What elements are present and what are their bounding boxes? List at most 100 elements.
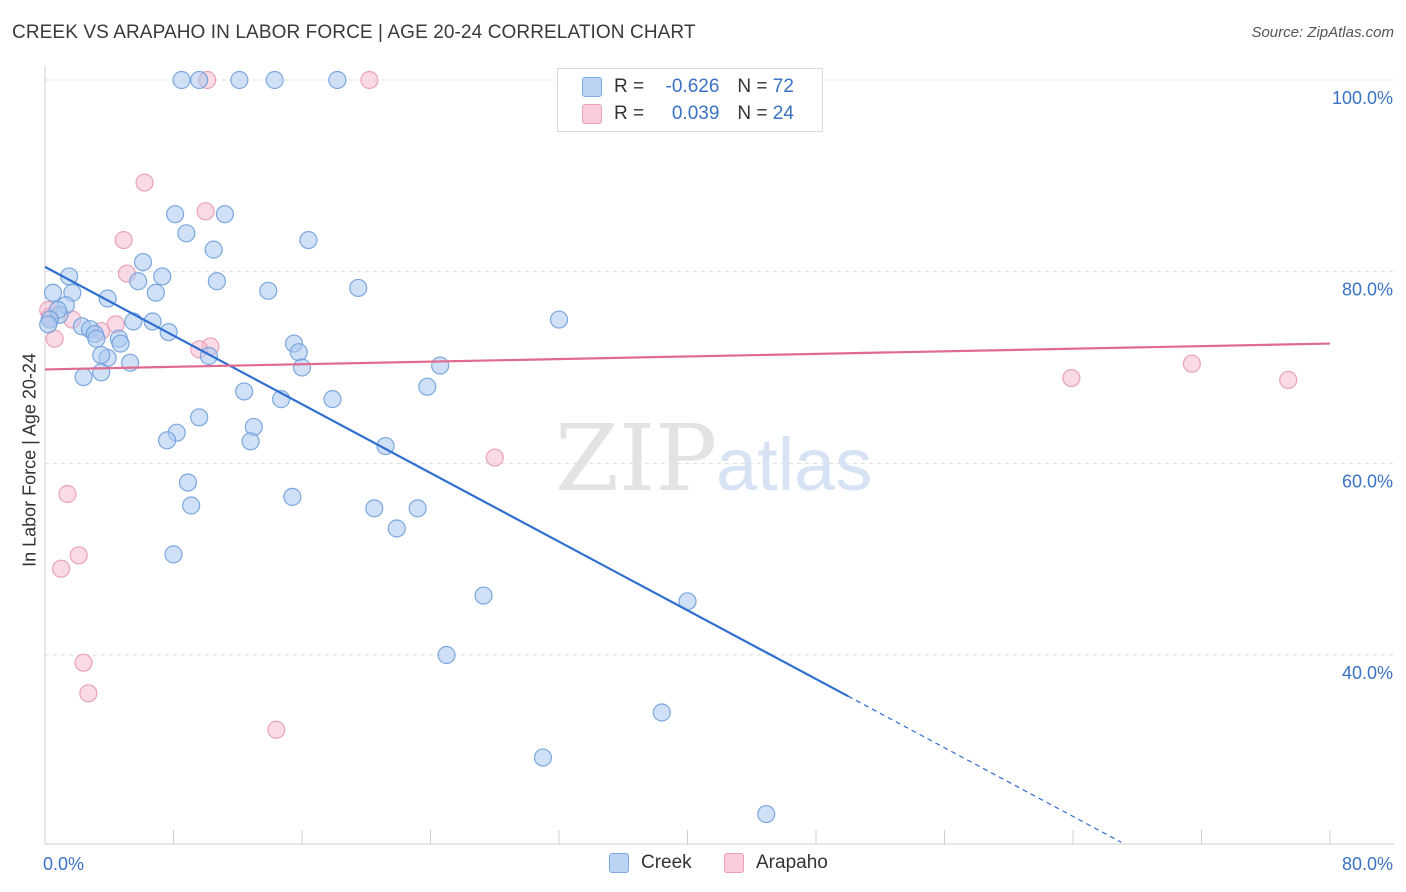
creek-legend-swatch xyxy=(609,853,629,873)
arapaho-point xyxy=(1182,354,1201,373)
creek-point xyxy=(124,312,143,331)
creek-point xyxy=(164,545,183,564)
creek-point xyxy=(43,283,63,302)
creek-n-value: 72 xyxy=(772,76,794,97)
creek-point xyxy=(166,205,185,224)
arapaho-r-label: R = xyxy=(614,103,645,124)
arapaho-point xyxy=(135,173,154,192)
legend-row-creek: R = -0.626 N = 72 xyxy=(582,74,794,100)
creek-point xyxy=(299,230,318,250)
arapaho-point xyxy=(360,70,379,90)
source-label: Source: ZipAtlas.com xyxy=(1251,24,1394,41)
creek-point xyxy=(129,272,148,291)
arapaho-point xyxy=(1062,368,1081,388)
arapaho-point xyxy=(485,448,504,467)
arapaho-n-value: 24 xyxy=(772,103,794,124)
arapaho-point xyxy=(79,684,98,703)
arapaho-point xyxy=(1279,370,1298,390)
creek-point xyxy=(437,645,456,665)
creek-point xyxy=(215,205,234,224)
arapaho-r-value: 0.039 xyxy=(671,103,720,124)
creek-point xyxy=(757,804,776,824)
arapaho-point xyxy=(58,484,77,504)
x-tick-label: 0.0% xyxy=(43,854,84,874)
y-tick-label: 60.0% xyxy=(1342,471,1393,491)
creek-point xyxy=(652,703,671,722)
creek-point xyxy=(190,408,209,427)
creek-point xyxy=(283,487,302,506)
creek-point xyxy=(265,70,284,90)
creek-point xyxy=(292,358,312,377)
chart-title: CREEK VS ARAPAHO IN LABOR FORCE | AGE 20… xyxy=(12,22,696,43)
creek-point xyxy=(408,499,427,518)
arapaho-point xyxy=(51,559,71,578)
creek-point xyxy=(87,329,106,348)
watermark: ZIP atlas xyxy=(555,405,872,512)
creek-point xyxy=(92,363,111,382)
creek-point xyxy=(207,272,226,291)
creek-point xyxy=(474,586,493,605)
creek-point xyxy=(289,343,308,362)
creek-trend-line xyxy=(44,265,849,698)
creek-point xyxy=(323,390,342,409)
legend-row-arapaho: R = 0.039 N = 24 xyxy=(582,101,794,127)
arapaho-swatch xyxy=(582,104,602,124)
creek-r-label: R = xyxy=(614,76,645,97)
creek-point xyxy=(178,473,198,492)
arapaho-legend-label: Arapaho xyxy=(756,852,828,873)
series-legend: Creek Arapaho xyxy=(0,852,1406,878)
y-tick-label: 100.0% xyxy=(1332,88,1393,108)
creek-point xyxy=(153,267,172,286)
y-tick-label: 40.0% xyxy=(1342,663,1393,683)
creek-point xyxy=(157,431,177,450)
watermark-atlas: atlas xyxy=(716,423,872,506)
arapaho-point xyxy=(69,546,88,565)
arapaho-legend-swatch xyxy=(724,853,744,873)
creek-point xyxy=(172,70,191,90)
creek-legend-label: Creek xyxy=(641,852,692,873)
creek-n-label: N = xyxy=(737,76,768,97)
creek-point xyxy=(431,356,450,375)
creek-point xyxy=(328,70,347,90)
axes xyxy=(44,66,1394,845)
creek-point xyxy=(204,240,223,259)
arapaho-point xyxy=(267,720,286,739)
creek-point xyxy=(190,70,209,90)
arapaho-trend-line xyxy=(44,342,1331,371)
creek-trend-extension xyxy=(847,695,1122,843)
trend-lines xyxy=(44,265,1331,843)
arapaho-point xyxy=(196,202,215,221)
tick-labels: 40.0% 60.0% 80.0% 100.0% 0.0% 80.0% xyxy=(43,88,1393,874)
creek-point xyxy=(235,382,254,401)
creek-point xyxy=(92,345,111,365)
creek-point xyxy=(74,367,93,387)
creek-point xyxy=(146,283,165,302)
creek-point xyxy=(39,315,58,334)
y-axis-label: In Labor Force | Age 20-24 xyxy=(19,353,40,567)
creek-point xyxy=(241,432,260,451)
creek-point xyxy=(182,496,201,515)
creek-point xyxy=(111,334,130,353)
creek-point xyxy=(349,278,368,298)
creek-r-value: -0.626 xyxy=(665,76,720,97)
stats-legend: R = -0.626 N = 72 R = 0.039 N = 24 xyxy=(557,68,823,132)
legend-item-creek[interactable]: Creek xyxy=(609,852,692,874)
creek-point xyxy=(230,70,249,90)
watermark-zip: ZIP xyxy=(555,405,717,512)
legend-item-arapaho[interactable]: Arapaho xyxy=(724,852,828,874)
creek-point xyxy=(549,310,569,329)
arapaho-point xyxy=(74,653,93,672)
x-tick-label: 80.0% xyxy=(1342,854,1393,874)
creek-point xyxy=(133,252,153,272)
creek-swatch xyxy=(582,77,602,97)
creek-point xyxy=(387,519,406,538)
creek-point xyxy=(365,499,384,518)
creek-point xyxy=(418,377,437,396)
creek-point xyxy=(533,748,553,767)
y-tick-label: 80.0% xyxy=(1342,280,1393,300)
creek-point xyxy=(259,281,278,300)
arapaho-n-label: N = xyxy=(737,103,768,124)
arapaho-point xyxy=(114,230,133,250)
creek-point xyxy=(177,224,196,243)
